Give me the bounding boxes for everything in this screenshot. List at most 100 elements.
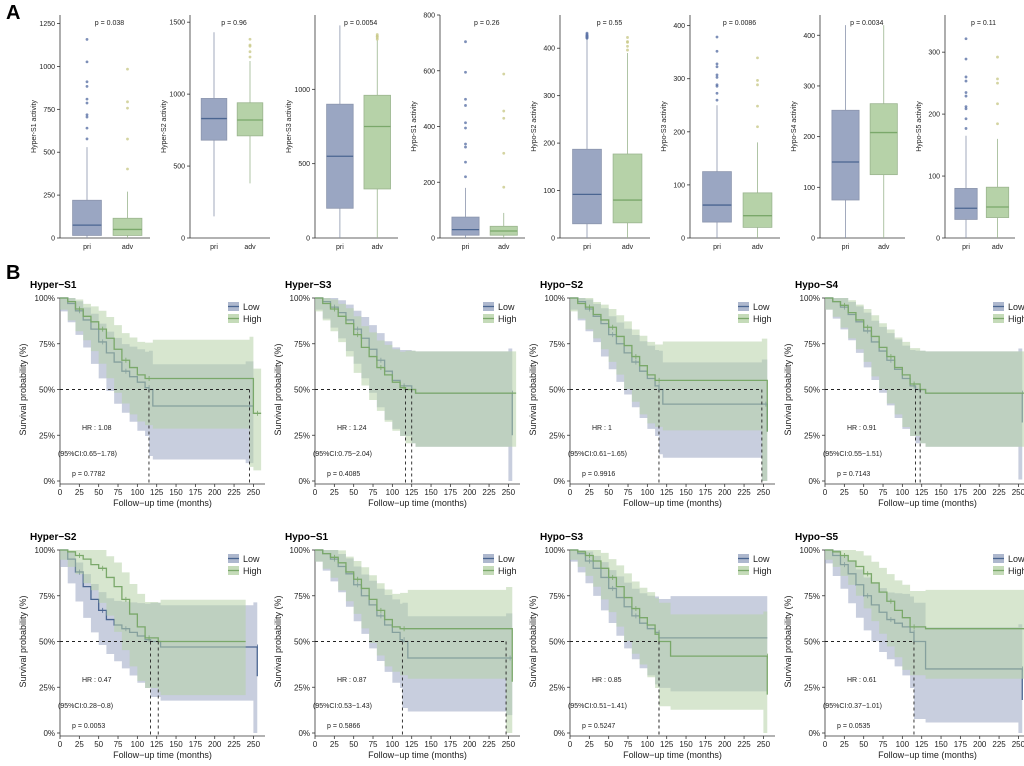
x-tick-label: 100: [896, 488, 910, 497]
x-tick-label: 175: [699, 488, 713, 497]
outlier-point: [126, 100, 129, 104]
outlier-point: [964, 79, 968, 83]
km-plot-7: Hypo−S3 0% 25% 50% 75% 100% 0 25 50 75 100 125 150 17…: [528, 532, 775, 760]
outlier-point: [715, 75, 719, 79]
y-tick-label: 25%: [294, 683, 310, 692]
outlier-points: [464, 40, 467, 179]
box-adv: [363, 94, 391, 190]
x-tick-label: pri: [842, 244, 850, 251]
outlier-point: [756, 125, 759, 129]
x-tick-label: 200: [208, 740, 222, 749]
y-tick-label: 25%: [549, 683, 565, 692]
box-adv: [985, 186, 1010, 218]
y-tick-label: 500: [43, 150, 55, 157]
logrank-p-value-text: p = 0.7143: [837, 471, 870, 478]
y-axis-label: Hyper-S2 activity: [161, 100, 168, 153]
km-plot-2: Hyper−S3 0% 25% 50% 75% 100% 0 25 50 75 100 125 150 1…: [273, 280, 520, 508]
x-tick-label: 125: [405, 740, 419, 749]
x-tick-label: 125: [915, 488, 929, 497]
confidence-interval-text: (95%CI:0.53−1.43): [313, 703, 372, 710]
outlier-point: [464, 104, 467, 107]
x-tick-label: 0: [823, 740, 828, 749]
y-tick-label: 100%: [545, 546, 565, 555]
outlier-points: [248, 37, 252, 59]
legend-label-high: High: [1008, 314, 1024, 324]
km-title: Hypo−S1: [285, 532, 329, 543]
x-axis-label: Follow−up time (months): [623, 498, 722, 508]
x-tick-label: 225: [227, 740, 241, 749]
y-axis-label: Survival probability (%): [18, 595, 28, 687]
outlier-points: [715, 35, 719, 102]
x-tick-label: 150: [424, 488, 438, 497]
x-tick-label: 150: [934, 488, 948, 497]
y-tick-label: 200: [543, 141, 555, 148]
survival-curve-high: [825, 549, 1024, 630]
outlier-point: [502, 151, 506, 155]
x-tick-label: 175: [954, 740, 968, 749]
box-adv: [869, 103, 898, 176]
y-tick-label: 0%: [553, 477, 565, 486]
outlier-points: [502, 72, 506, 189]
outlier-point: [996, 102, 999, 106]
x-tick-label: 150: [679, 488, 693, 497]
x-tick-label: 75: [114, 740, 123, 749]
hazard-ratio-text: HR : 0.47: [82, 677, 112, 684]
x-tick-label: 250: [247, 740, 261, 749]
y-tick-label: 200: [928, 112, 940, 119]
x-tick-label: 250: [757, 488, 771, 497]
y-tick-label: 100%: [800, 546, 820, 555]
outlier-point: [964, 37, 968, 41]
outlier-point: [248, 37, 252, 41]
box-pri: [702, 171, 732, 223]
outlier-point: [996, 77, 999, 81]
y-tick-label: 1250: [39, 21, 55, 28]
y-tick-label: 25%: [549, 431, 565, 440]
x-tick-label: 225: [482, 740, 496, 749]
p-value-label: p = 0.038: [95, 20, 124, 27]
x-tick-label: 200: [463, 488, 477, 497]
confidence-interval-text: (95%CI:0.75−2.04): [313, 451, 372, 458]
legend-label-high: High: [498, 314, 517, 324]
hazard-ratio-text: HR : 1: [592, 425, 612, 432]
x-axis-label: Follow−up time (months): [368, 750, 467, 760]
y-tick-label: 50%: [804, 386, 820, 395]
outlier-point: [464, 70, 467, 74]
y-tick-label: 300: [803, 83, 815, 90]
x-tick-label: 100: [641, 488, 655, 497]
km-title: Hypo−S2: [540, 280, 584, 291]
x-tick-label: 25: [330, 488, 339, 497]
y-axis-label: Survival probability (%): [273, 595, 283, 687]
x-tick-label: 225: [992, 740, 1006, 749]
x-tick-label: pri: [210, 244, 218, 251]
x-tick-label: 0: [568, 740, 573, 749]
y-tick-label: 100%: [800, 294, 820, 303]
confidence-interval-text: (95%CI:0.37−1.01): [823, 703, 882, 710]
x-tick-label: 25: [330, 740, 339, 749]
x-tick-label: 25: [75, 488, 84, 497]
legend-label-high: High: [1008, 566, 1024, 576]
km-title: Hypo−S4: [795, 280, 839, 291]
survival-curve-high: [570, 549, 768, 695]
outlier-points: [85, 37, 89, 141]
boxplot-5: 0 100 200 300 400 Hypo-S2 activity p = 0.55 pri…: [531, 15, 650, 251]
km-title: Hypo−S5: [795, 532, 839, 543]
ci-band-high: [60, 550, 246, 696]
outlier-point: [85, 126, 89, 130]
outlier-points: [626, 36, 629, 52]
x-axis-label: Follow−up time (months): [368, 498, 467, 508]
x-tick-label: 50: [94, 740, 103, 749]
y-tick-label: 75%: [804, 340, 820, 349]
y-axis-label: Hyper-S3 activity: [286, 100, 293, 153]
box-adv: [742, 192, 773, 228]
outlier-points: [375, 33, 379, 41]
y-tick-label: 300: [928, 50, 940, 57]
y-tick-label: 400: [423, 124, 435, 131]
p-value-label: p = 0.0034: [850, 20, 883, 27]
outlier-points: [756, 56, 759, 129]
outlier-point: [756, 79, 759, 82]
x-tick-label: 50: [859, 740, 868, 749]
y-tick-label: 50%: [294, 638, 310, 647]
y-tick-label: 100%: [290, 294, 310, 303]
